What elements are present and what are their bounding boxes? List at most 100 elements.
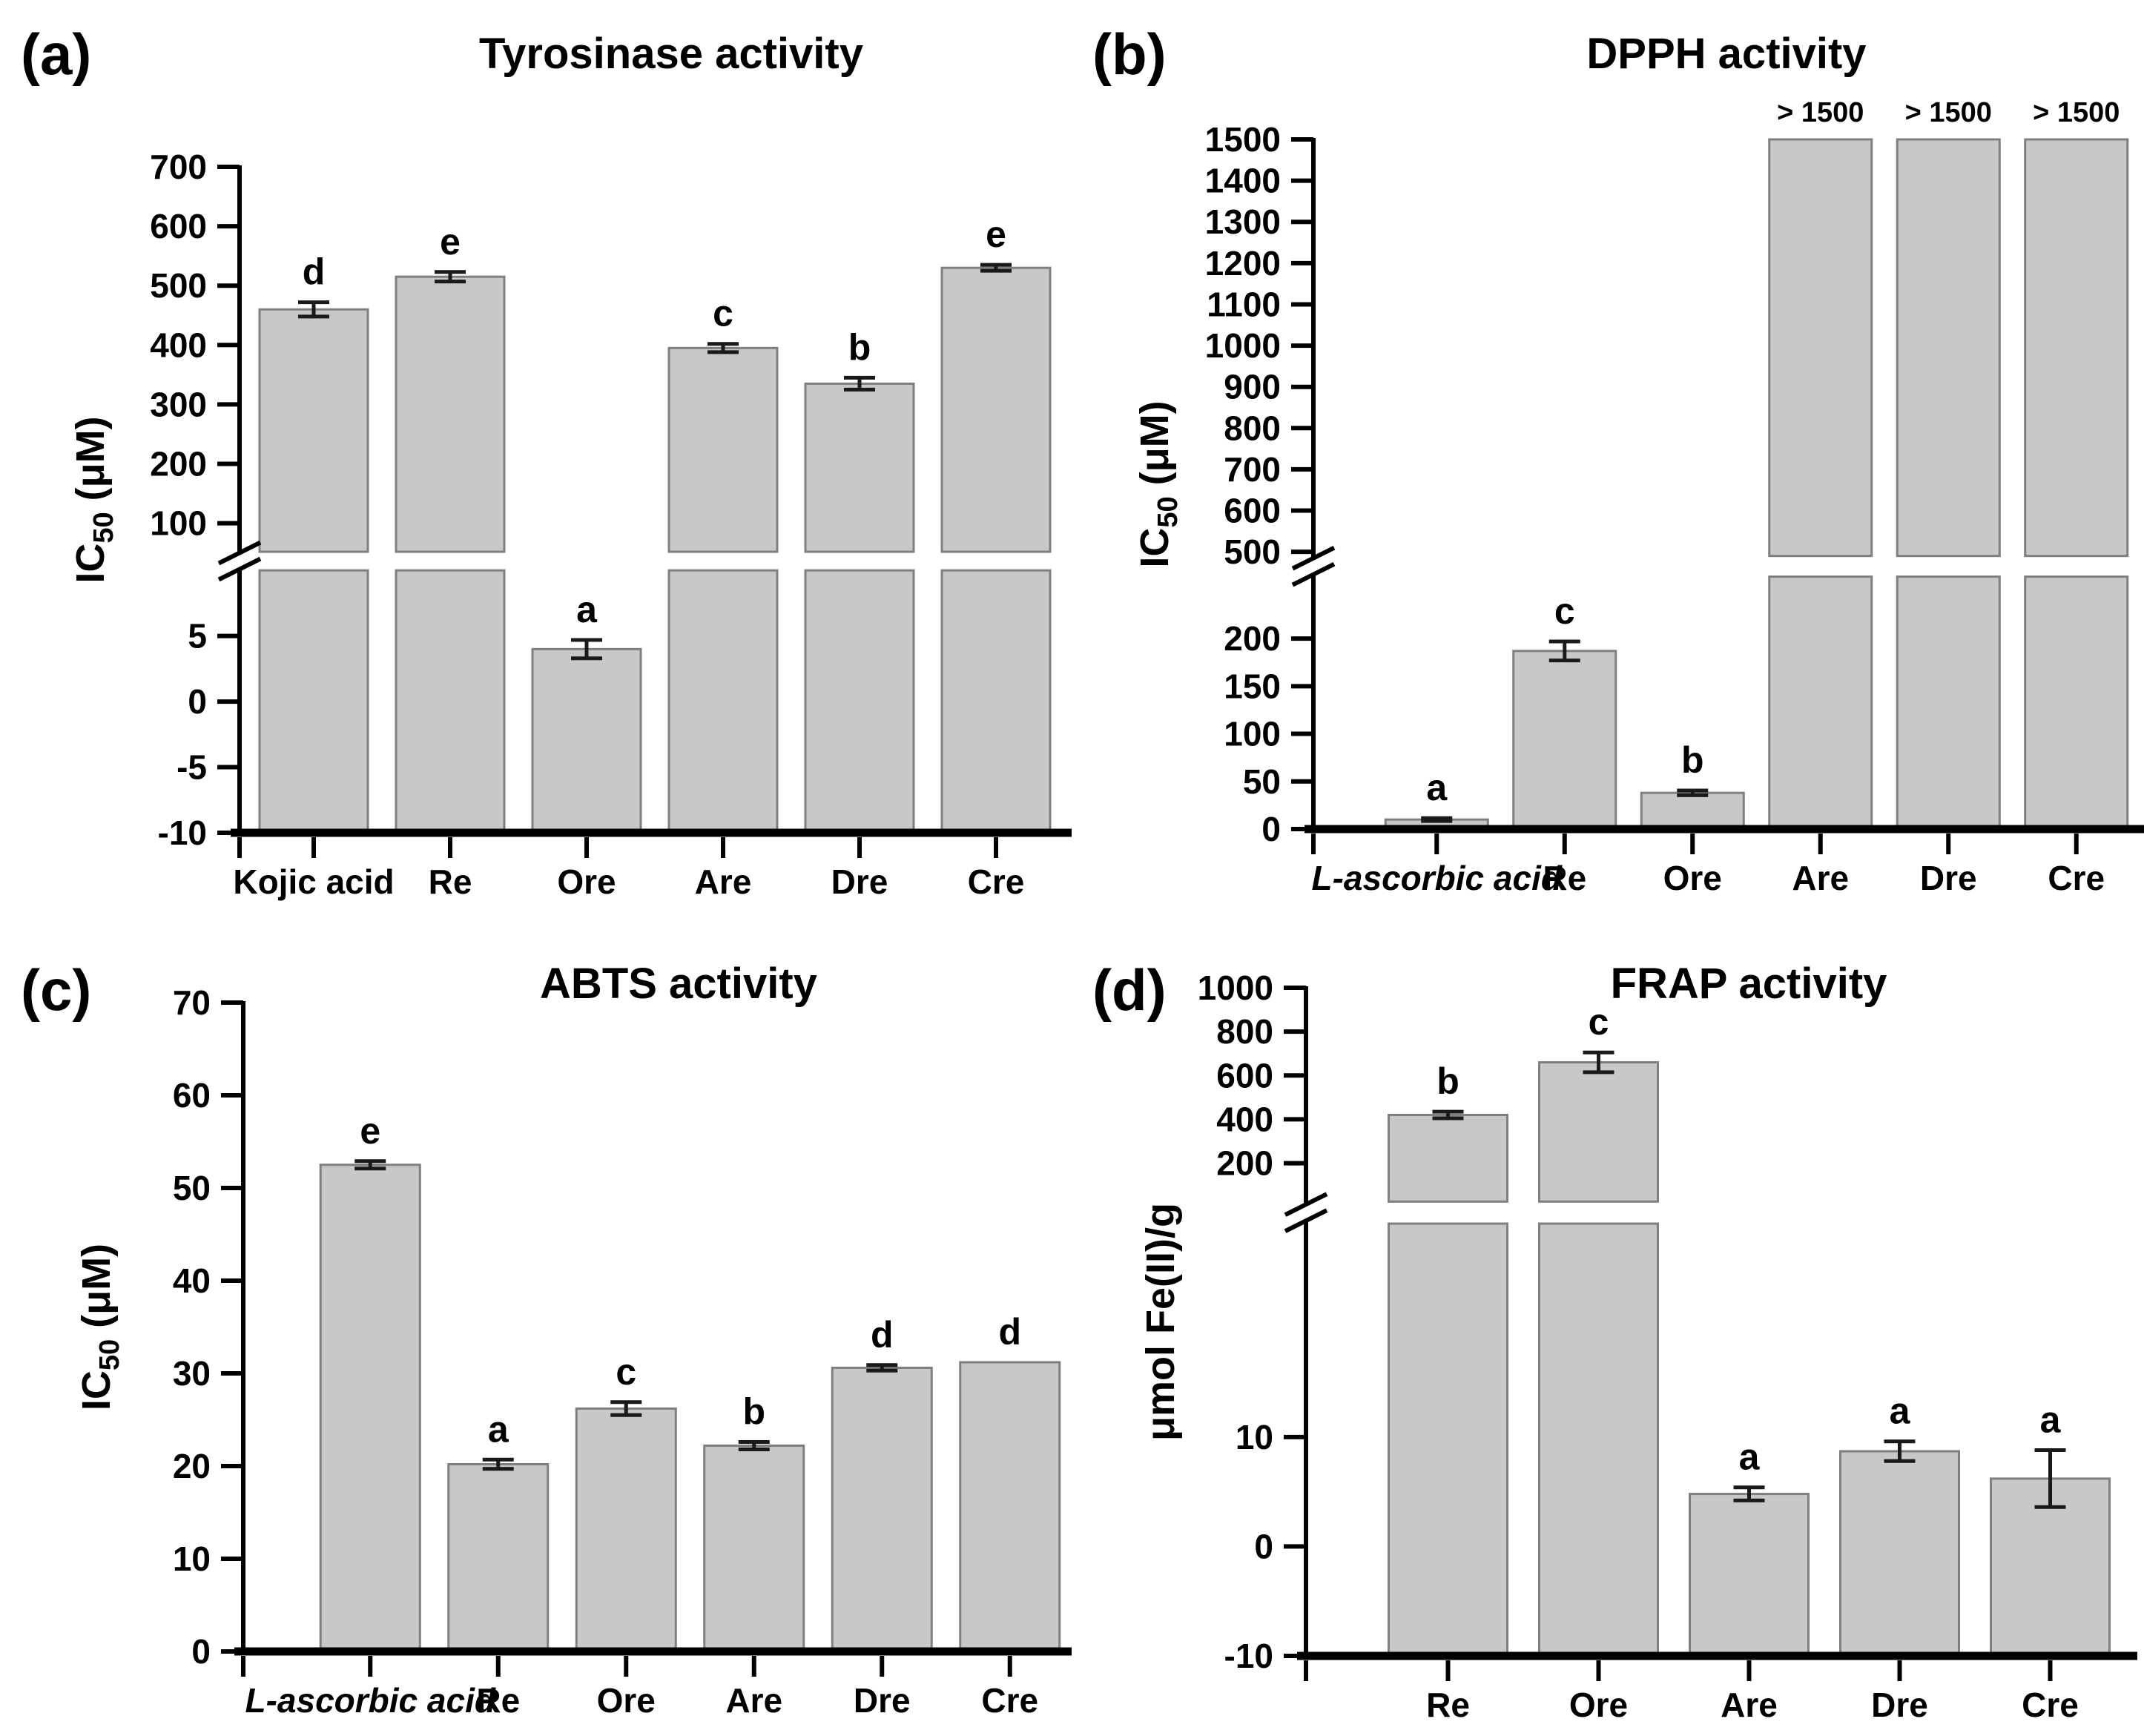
y-tick-label-1400: 1400	[1205, 162, 1281, 200]
bar-Ore-upper-segment	[1538, 1061, 1659, 1203]
panel-a-label: (a)	[21, 22, 91, 87]
cap-label-Are: > 1500	[1777, 97, 1864, 128]
panel-b-title: DPPH activity	[1586, 30, 1866, 78]
panel-b-chart: acb> 1500 > 1500 > 15001500140013001200110…	[1092, 22, 2144, 897]
y-tick-label-700: 700	[1224, 450, 1281, 489]
bar-Dre-lower-segment	[1896, 575, 2001, 831]
y-tick-label-50: 50	[1243, 762, 1281, 801]
x-label-Are: Are	[1721, 1686, 1778, 1724]
y-axis-label: IC50 (μM)	[74, 1244, 125, 1410]
y-tick-label-800: 800	[1224, 409, 1281, 447]
y-tick-label-400: 400	[1216, 1100, 1273, 1138]
bar-Re	[447, 1463, 550, 1653]
sig-letter-L-ascorbic acid: a	[1426, 767, 1448, 808]
x-label-Ore: Ore	[1663, 859, 1722, 897]
y-tick-label-5: 5	[188, 617, 207, 656]
y-tick-label-600: 600	[1224, 492, 1281, 530]
y-tick-label-800: 800	[1216, 1012, 1273, 1051]
bar-Are-upper-segment	[667, 346, 779, 553]
bar-Are-lower-segment	[1768, 575, 1873, 831]
y-tick-label-1100: 1100	[1207, 285, 1281, 323]
y-tick-label-50: 50	[173, 1169, 211, 1207]
bar-Ore	[1640, 791, 1745, 831]
y-tick-label-100: 100	[150, 504, 207, 543]
sig-letter-Cre: a	[2040, 1399, 2062, 1441]
x-label-Kojic acid: Kojic acid	[233, 862, 394, 901]
bar-Cre-upper-segment	[940, 266, 1052, 553]
panel-c: e a c b d d 70 60 50 40 30 20 10 0 L-ascorbic acid Re Or…	[0, 927, 1072, 1736]
svg-text:IC50 (μM): IC50 (μM)	[74, 1244, 125, 1410]
panel-a-title: Tyrosinase activity	[479, 30, 863, 78]
panel-d-chart: b c a a a 1000 800 600 400 200 10 0 -10 Re Ore Are Dre Cr…	[1092, 957, 2137, 1724]
y-tick-label-200: 200	[1224, 619, 1281, 658]
bar-Are-upper-segment	[1768, 138, 1873, 558]
x-label-Dre: Dre	[1871, 1686, 1928, 1724]
bar-Cre-lower-segment	[940, 569, 1052, 834]
panel-a: d e a c b e 700 600 500 400 300 200 100 5 0 -5 -10 Kojic …	[0, 0, 1072, 927]
y-tick-label-500: 500	[150, 266, 207, 305]
y-tick-label-1500: 1500	[1205, 120, 1281, 159]
x-label-Are: Are	[695, 862, 752, 901]
sig-letter-Ore: c	[616, 1351, 636, 1393]
bar-Are	[1689, 1493, 1810, 1657]
panel-c-title: ABTS activity	[540, 960, 817, 1008]
sig-letter-Re: b	[1437, 1060, 1459, 1102]
y-tick-label-200: 200	[150, 444, 207, 483]
sig-letter-Are: c	[713, 293, 733, 334]
x-label-Dre: Dre	[831, 862, 888, 901]
x-label-Cre: Cre	[981, 1681, 1038, 1720]
bar-Re-upper-segment	[395, 275, 506, 553]
y-tick-label-1000: 1000	[1205, 326, 1281, 365]
sig-letter-Dre: b	[848, 326, 871, 368]
panel-d-title: FRAP activity	[1611, 960, 1887, 1008]
x-label-Re: Re	[476, 1681, 520, 1720]
y-tick-label-100: 100	[1224, 715, 1281, 753]
x-label-Re: Re	[1426, 1686, 1470, 1724]
sig-letter-Re: c	[1554, 590, 1575, 632]
bar-Kojic acid-upper-segment	[258, 308, 369, 553]
panel-a-chart: d e a c b e 700 600 500 400 300 200 100 5 0 -5 -10 Kojic …	[21, 22, 1072, 901]
y-tick-label-1000: 1000	[1198, 968, 1273, 1007]
x-label-Cre: Cre	[2048, 859, 2105, 897]
y-tick-label--10: -10	[1224, 1637, 1273, 1675]
bar-Dre-upper-segment	[1896, 138, 2001, 558]
axis-break-mark-1	[1284, 1208, 1328, 1233]
y-tick-label--10: -10	[158, 813, 207, 852]
bar-Ore	[531, 647, 642, 834]
y-tick-label-0: 0	[188, 682, 207, 721]
y-tick-label-20: 20	[173, 1447, 211, 1485]
sig-letter-Are: b	[742, 1391, 765, 1433]
x-label-Ore: Ore	[557, 862, 616, 901]
axis-break-mark-0	[1291, 545, 1336, 571]
bar-Cre-lower-segment	[2024, 575, 2129, 831]
bar-Re-lower-segment	[1388, 1222, 1508, 1657]
y-tick-label-10: 10	[173, 1539, 211, 1578]
x-label-Cre: Cre	[2022, 1686, 2079, 1724]
x-label-Ore: Ore	[597, 1681, 656, 1720]
x-label-Re: Re	[429, 862, 472, 901]
bar-Kojic acid-lower-segment	[258, 569, 369, 834]
svg-text:IC50 (μM): IC50 (μM)	[1132, 400, 1184, 567]
x-label-Cre: Cre	[968, 862, 1025, 901]
bar-Dre	[831, 1367, 933, 1653]
y-tick-label-1200: 1200	[1205, 244, 1281, 283]
y-tick-label-10: 10	[1236, 1418, 1273, 1456]
bar-Dre-upper-segment	[804, 382, 915, 553]
sig-letter-Are: a	[1739, 1436, 1761, 1478]
y-tick-label-60: 60	[173, 1076, 211, 1115]
y-tick-label--5: -5	[177, 748, 207, 787]
bar-Ore	[575, 1407, 677, 1653]
y-tick-label-600: 600	[150, 207, 207, 245]
bar-Are-lower-segment	[667, 569, 779, 834]
x-label-L-ascorbic acid: L-ascorbic acid	[1312, 859, 1563, 897]
bar-Re-lower-segment	[395, 569, 506, 834]
y-tick-label-150: 150	[1224, 667, 1281, 705]
bar-Dre	[1839, 1450, 1960, 1657]
x-label-Are: Are	[1792, 859, 1849, 897]
bar-Ore-lower-segment	[1538, 1222, 1659, 1657]
sig-letter-Re: a	[488, 1408, 509, 1450]
y-tick-label-0: 0	[1261, 810, 1281, 848]
y-tick-label-600: 600	[1216, 1056, 1273, 1095]
